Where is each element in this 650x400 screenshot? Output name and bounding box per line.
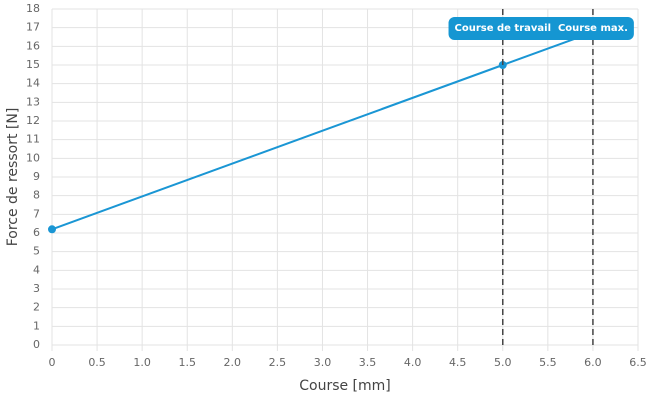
y-tick-label: 2 [33,301,40,314]
x-tick-label: 5.5 [539,356,557,369]
y-tick-label: 12 [26,114,40,127]
y-tick-label: 17 [26,21,40,34]
y-tick-label: 9 [33,170,40,183]
x-tick-label: 1.0 [133,356,151,369]
y-tick-label: 7 [33,207,40,220]
y-tick-label: 13 [26,95,40,108]
annotation-box: Course de travail Course max. [448,17,634,40]
y-tick-label: 11 [26,133,40,146]
annotation-label: Course de travail [455,23,551,34]
x-tick-label: 0 [49,356,56,369]
x-axis-title: Course [mm] [299,378,391,394]
x-tick-label: 6.5 [629,356,647,369]
y-tick-label: 16 [26,39,40,52]
y-tick-label: 3 [33,282,40,295]
y-axis-title: Force de ressort [N] [5,108,21,247]
x-tick-label: 3.0 [314,356,332,369]
annotation-background [448,17,634,40]
x-tick-label: 2.5 [269,356,287,369]
y-tick-label: 6 [33,226,40,239]
x-tick-label: 4.0 [404,356,422,369]
y-tick-label: 4 [33,263,40,276]
x-tick-label: 5.0 [494,356,512,369]
x-tick-label: 4.5 [449,356,467,369]
y-tick-label: 1 [33,319,40,332]
x-tick-label: 1.5 [178,356,196,369]
y-tick-label: 15 [26,58,40,71]
y-tick-label: 18 [26,2,40,15]
y-tick-label: 8 [33,189,40,202]
annotation-label: Course max. [558,23,628,34]
y-tick-label: 14 [26,77,40,90]
y-tick-label: 0 [33,338,40,351]
x-tick-label: 6.0 [584,356,602,369]
x-tick-label: 2.0 [224,356,242,369]
point [48,225,56,234]
x-tick-label: 3.5 [359,356,377,369]
y-tick-label: 5 [33,245,40,258]
x-tick-label: 0.5 [88,356,106,369]
y-tick-label: 10 [26,151,40,164]
